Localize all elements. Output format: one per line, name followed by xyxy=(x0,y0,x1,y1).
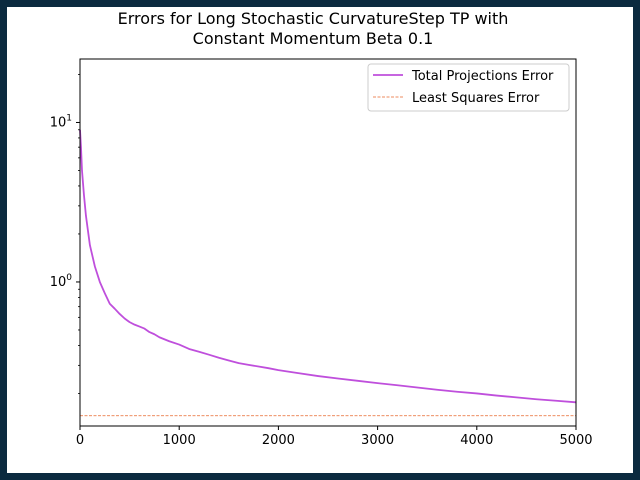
chart-marks xyxy=(79,129,577,417)
plot-area xyxy=(80,59,576,426)
x-tick-label: 3000 xyxy=(361,433,394,448)
chart-title-line-2: Constant Momentum Beta 0.1 xyxy=(193,29,434,48)
legend-label-total-projections-error: Total Projections Error xyxy=(411,69,554,84)
x-tick-label: 1000 xyxy=(163,433,196,448)
y-tick-label: 100 xyxy=(50,273,73,290)
x-tick-label: 2000 xyxy=(262,433,295,448)
series-line-total-projections-error xyxy=(79,129,577,404)
x-tick-label: 5000 xyxy=(559,433,592,448)
legend: Total Projections Error Least Squares Er… xyxy=(367,63,570,112)
x-tick-label: 4000 xyxy=(460,433,493,448)
x-tick-label: 0 xyxy=(76,433,84,448)
chart-title-line-1: Errors for Long Stochastic CurvatureStep… xyxy=(118,9,509,28)
plot-frame xyxy=(79,58,577,427)
legend-label-least-squares-error: Least Squares Error xyxy=(412,91,540,106)
chart-svg: Errors for Long Stochastic CurvatureStep… xyxy=(50,9,593,448)
chart-figure: Errors for Long Stochastic CurvatureStep… xyxy=(7,7,633,473)
legend-frame xyxy=(367,63,570,112)
y-tick-label: 101 xyxy=(50,113,72,130)
